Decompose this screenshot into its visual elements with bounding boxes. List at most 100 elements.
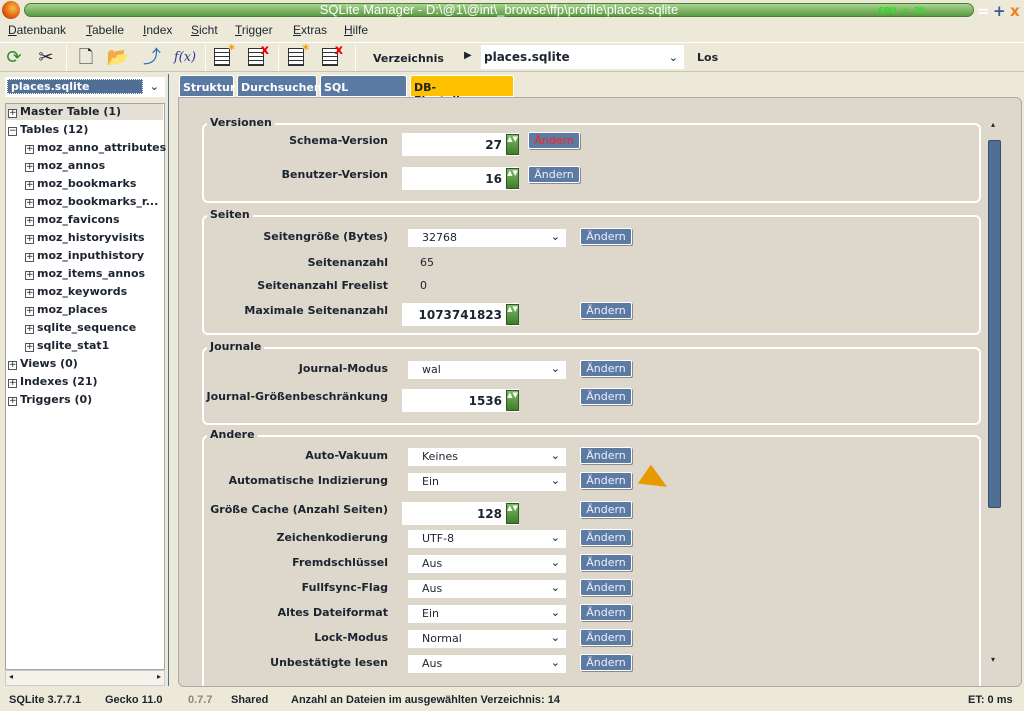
menu-hilfe[interactable]: Hilfe [344,23,369,37]
expand-icon[interactable]: + [8,360,17,370]
go-button[interactable]: Los [697,51,719,64]
directory-select[interactable]: places.sqlite ⌄ [481,45,684,69]
expand-icon[interactable]: + [25,270,34,280]
change-button[interactable]: Ändern [580,629,632,646]
close-button[interactable]: x [1010,2,1020,20]
expand-icon[interactable]: + [25,342,34,352]
open-database-icon[interactable]: 📂 [106,47,130,68]
change-button[interactable]: Ändern [580,472,632,489]
menu-datenbank[interactable]: Datenbank [8,23,67,37]
tab-struktur[interactable]: Struktur [179,75,235,97]
setting-number-input[interactable]: 128 ▲▼ [402,502,519,525]
change-button[interactable]: Ändern [580,529,632,546]
tree-horizontal-scrollbar[interactable]: ◂ ▸ [5,670,165,686]
export-icon[interactable]: ⤴ [143,47,161,68]
tree-item[interactable]: + moz_historyvisits [25,230,145,246]
setting-select[interactable]: Aus ⌄ [408,580,566,598]
setting-select[interactable]: 32768 ⌄ [408,229,566,247]
tree-item[interactable]: + moz_places [25,302,108,318]
settings-tools-icon[interactable]: ✂ [38,47,54,68]
tree-item[interactable]: + Indexes (21) [8,374,98,390]
create-table-icon[interactable]: * [214,43,235,66]
change-button[interactable]: Ändern [580,360,632,377]
tree-item[interactable]: + Master Table (1) [6,104,163,120]
tree-item[interactable]: + moz_anno_attributes [25,140,166,156]
tree-item[interactable]: + Triggers (0) [8,392,92,408]
spinner-icon[interactable]: ▲▼ [506,304,519,325]
tree-item[interactable]: + moz_favicons [25,212,120,228]
setting-select[interactable]: Ein ⌄ [408,605,566,623]
expand-icon[interactable]: + [25,198,34,208]
expand-icon[interactable]: + [8,108,17,118]
tree-item[interactable]: − Tables (12) [8,122,88,138]
spinner-icon[interactable]: ▲▼ [506,503,519,524]
create-index-icon[interactable]: * [288,43,309,66]
menu-sicht[interactable]: Sicht [191,23,218,37]
change-button[interactable]: Ändern [580,302,632,319]
expand-icon[interactable]: + [25,144,34,154]
change-button[interactable]: Ändern [580,388,632,405]
setting-select[interactable]: Normal ⌄ [408,630,566,648]
panel-splitter[interactable] [168,74,176,686]
setting-number-input[interactable]: 1073741823 ▲▼ [402,303,519,326]
expand-icon[interactable]: + [25,288,34,298]
drop-table-icon[interactable]: x [248,43,269,66]
spinner-icon[interactable]: ▲▼ [506,168,519,189]
setting-number-input[interactable]: 27 ▲▼ [402,133,519,156]
tree-item[interactable]: + moz_items_annos [25,266,145,282]
tree-item[interactable]: + moz_annos [25,158,105,174]
tree-item[interactable]: + moz_inputhistory [25,248,144,264]
tree-item[interactable]: + Views (0) [8,356,78,372]
setting-number-input[interactable]: 1536 ▲▼ [402,389,519,412]
menu-index[interactable]: Index [143,23,173,37]
change-button[interactable]: Ändern [580,554,632,571]
menu-trigger[interactable]: Trigger [235,23,273,37]
expand-icon[interactable]: + [25,180,34,190]
expand-icon[interactable]: + [25,234,34,244]
expand-icon[interactable]: + [8,378,17,388]
vertical-scrollbar[interactable]: ▴ ▾ [991,120,996,664]
tab-db-einstellungen[interactable]: DB-Einstellungen [410,75,514,107]
change-button[interactable]: Ändern [580,604,632,621]
tree-item[interactable]: + sqlite_sequence [25,320,136,336]
expand-icon[interactable]: + [25,324,34,334]
menu-extras[interactable]: Extras [293,23,328,37]
database-select[interactable]: places.sqlite ⌄ [5,77,165,97]
drop-index-icon[interactable]: x [322,43,343,66]
expand-icon[interactable]: + [25,306,34,316]
setting-select[interactable]: Ein ⌄ [408,473,566,491]
tab-sql-ausf-hren[interactable]: SQL ausführen [320,75,407,107]
tree-item[interactable]: + sqlite_stat1 [25,338,109,354]
directory-arrow-icon[interactable]: ▶ [464,50,472,61]
maximize-button[interactable]: + [993,2,1006,20]
expand-icon[interactable]: + [8,396,17,406]
expand-icon[interactable]: + [25,252,34,262]
tree-item[interactable]: + moz_bookmarks [25,176,136,192]
change-button[interactable]: Ändern [528,166,580,183]
change-button[interactable]: Ändern [580,228,632,245]
setting-select[interactable]: wal ⌄ [408,361,566,379]
function-icon[interactable]: f(x) [173,50,197,65]
scrollbar-thumb[interactable] [988,140,1001,508]
change-button[interactable]: Ändern [580,654,632,671]
setting-select[interactable]: Keines ⌄ [408,448,566,466]
change-button[interactable]: Ändern [580,579,632,596]
change-button[interactable]: Ändern [528,132,580,149]
setting-number-input[interactable]: 16 ▲▼ [402,167,519,190]
tab-durchsuchen[interactable]: Durchsuchen [237,75,322,97]
minimize-button[interactable]: = [977,2,990,20]
setting-select[interactable]: Aus ⌄ [408,655,566,673]
change-button[interactable]: Ändern [580,447,632,464]
collapse-icon[interactable]: − [8,126,17,136]
new-database-icon[interactable]: 🗋 [78,47,94,68]
expand-icon[interactable]: + [25,216,34,226]
refresh-icon[interactable]: ⟳ [6,47,22,68]
tree-item[interactable]: + moz_keywords [25,284,127,300]
change-button[interactable]: Ändern [580,501,632,518]
menu-tabelle[interactable]: Tabelle [86,23,125,37]
tree-item[interactable]: + moz_bookmarks_r... [25,194,158,210]
setting-select[interactable]: UTF-8 ⌄ [408,530,566,548]
spinner-icon[interactable]: ▲▼ [506,134,519,155]
expand-icon[interactable]: + [25,162,34,172]
spinner-icon[interactable]: ▲▼ [506,390,519,411]
